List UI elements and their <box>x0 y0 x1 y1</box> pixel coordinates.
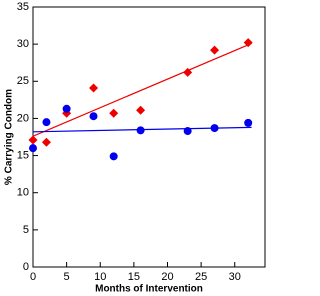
diamond-point <box>243 38 253 48</box>
circle-point <box>244 118 253 127</box>
diamond-point <box>183 67 193 77</box>
y-tick-label: 0 <box>23 261 29 273</box>
circle-point <box>136 126 145 135</box>
y-tick-label: 30 <box>17 38 29 50</box>
y-tick-label: 15 <box>17 149 29 161</box>
plot-frame <box>32 6 266 268</box>
x-tick-label: 30 <box>229 271 241 283</box>
x-tick-label: 0 <box>30 271 36 283</box>
diamond-point <box>41 137 51 147</box>
y-tick-label: 20 <box>17 112 29 124</box>
y-axis-label: % Carrying Condom <box>4 89 15 185</box>
y-tick-label: 10 <box>17 187 29 199</box>
x-tick-label: 15 <box>128 271 140 283</box>
diamond-point <box>28 135 38 145</box>
circle-point <box>62 104 71 113</box>
circle-point <box>183 127 192 136</box>
y-tick-label: 5 <box>23 224 29 236</box>
circle-point <box>210 124 219 133</box>
chart: Months of Intervention % Carrying Condom… <box>4 1 266 295</box>
diamond-point <box>136 105 146 115</box>
diamond-point <box>210 45 220 55</box>
x-axis-label: Months of Intervention <box>95 284 203 295</box>
x-tick-label: 20 <box>161 271 173 283</box>
x-tick-label: 5 <box>64 271 70 283</box>
circle-point <box>109 152 118 161</box>
x-tick-label: 10 <box>94 271 106 283</box>
circle-point <box>29 144 37 153</box>
x-tick-label: 25 <box>195 271 207 283</box>
circle-point <box>89 112 98 121</box>
circle-point <box>42 118 51 127</box>
y-tick-label: 25 <box>17 75 29 87</box>
trend-line <box>32 42 252 137</box>
y-tick-label: 35 <box>17 1 29 13</box>
diamond-point <box>89 83 99 93</box>
diamond-point <box>109 108 119 118</box>
